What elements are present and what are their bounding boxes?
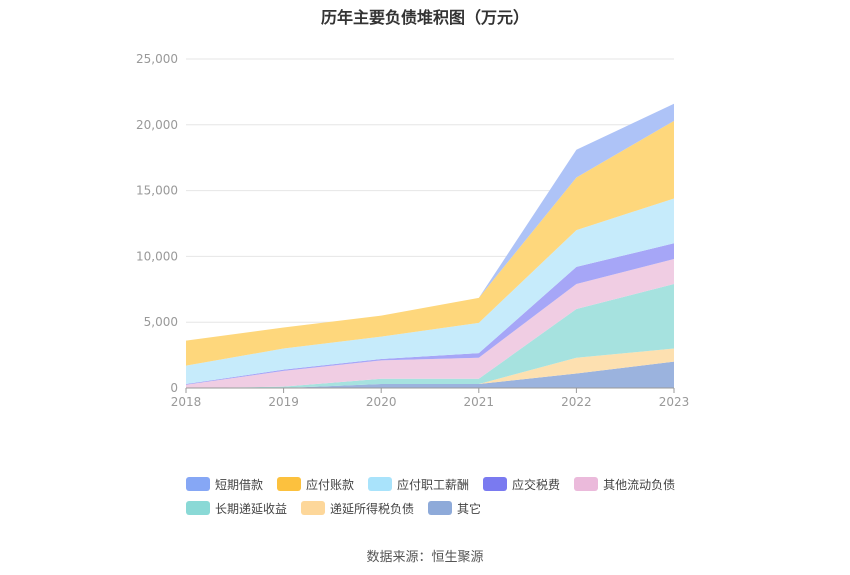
legend-label: 应付账款 bbox=[306, 477, 355, 492]
x-tick-label: 2021 bbox=[464, 395, 495, 409]
area-series bbox=[186, 284, 674, 388]
legend-label: 其它 bbox=[457, 501, 482, 516]
legend-swatch bbox=[277, 477, 302, 491]
area-series bbox=[186, 198, 674, 385]
legend-swatch bbox=[186, 501, 210, 515]
legend-label: 递延所得税负债 bbox=[330, 501, 415, 516]
legend: 短期借款 应付账款 应付职工薪酬 应交税费 其他流动负债 长期递延收益 递延所得税负债 其它 bbox=[186, 472, 706, 520]
area-series bbox=[186, 103, 674, 341]
x-tick-label: 2023 bbox=[659, 395, 690, 409]
area-series bbox=[186, 259, 674, 388]
legend-item[interactable]: 长期递延收益 bbox=[186, 500, 287, 517]
legend-swatch bbox=[428, 501, 453, 515]
legend-item[interactable]: 递延所得税负债 bbox=[301, 500, 414, 517]
x-tick-label: 2020 bbox=[366, 395, 397, 409]
area-series bbox=[186, 120, 674, 366]
legend-row: 长期递延收益 递延所得税负债 其它 bbox=[186, 496, 706, 520]
y-tick-label: 25,000 bbox=[136, 52, 178, 66]
x-tick-label: 2022 bbox=[561, 395, 592, 409]
chart-plot-area: 0 5,000 10,000 15,000 20,000 25,000 2018 2019 20… bbox=[136, 52, 689, 409]
x-tick-label: 2018 bbox=[171, 395, 202, 409]
y-tick-label: 20,000 bbox=[136, 118, 178, 132]
y-tick-label: 15,000 bbox=[136, 184, 178, 198]
stacked-areas bbox=[186, 103, 674, 388]
legend-label: 长期递延收益 bbox=[215, 501, 288, 516]
legend-item[interactable]: 其他流动负债 bbox=[574, 476, 675, 493]
area-series bbox=[186, 348, 674, 388]
legend-item[interactable]: 其它 bbox=[428, 500, 481, 517]
legend-row: 短期借款 应付账款 应付职工薪酬 应交税费 其他流动负债 bbox=[186, 472, 706, 496]
legend-swatch bbox=[368, 477, 393, 491]
legend-item[interactable]: 短期借款 bbox=[186, 476, 263, 493]
legend-item[interactable]: 应交税费 bbox=[483, 476, 560, 493]
area-series bbox=[186, 243, 674, 385]
legend-swatch bbox=[301, 501, 326, 515]
legend-item[interactable]: 应付职工薪酬 bbox=[368, 476, 469, 493]
legend-label: 其他流动负债 bbox=[603, 477, 676, 492]
legend-label: 短期借款 bbox=[215, 477, 264, 492]
y-tick-label: 10,000 bbox=[136, 249, 178, 263]
legend-item[interactable]: 应付账款 bbox=[277, 476, 354, 493]
y-tick-label: 0 bbox=[170, 381, 178, 395]
x-tick-label: 2019 bbox=[268, 395, 299, 409]
legend-swatch bbox=[574, 477, 599, 491]
legend-label: 应付职工薪酬 bbox=[397, 477, 470, 492]
legend-label: 应交税费 bbox=[512, 477, 561, 492]
chart-title: 历年主要负债堆积图（万元） bbox=[320, 8, 529, 27]
data-source-note: 数据来源：恒生聚源 bbox=[366, 550, 484, 565]
axes: 0 5,000 10,000 15,000 20,000 25,000 2018 2019 20… bbox=[136, 52, 689, 409]
legend-swatch bbox=[483, 477, 508, 491]
area-series bbox=[186, 361, 674, 388]
y-tick-label: 5,000 bbox=[144, 315, 178, 329]
legend-swatch bbox=[186, 477, 210, 491]
